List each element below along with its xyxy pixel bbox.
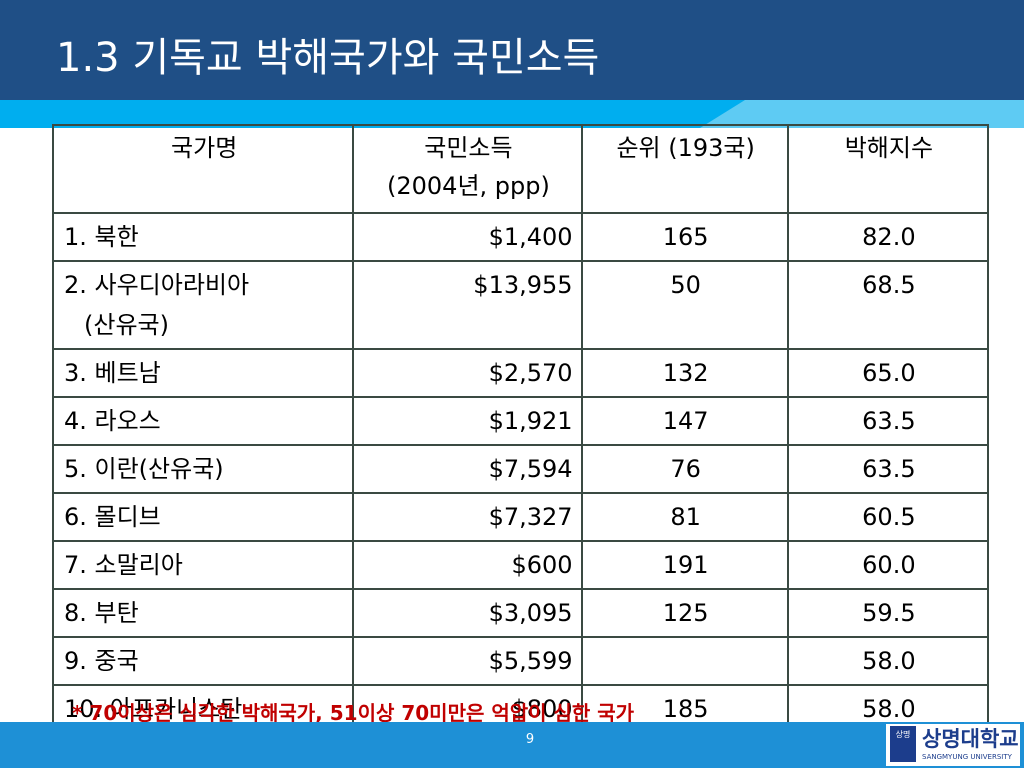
cell-country: 3. 베트남: [51, 348, 355, 398]
logo-subtitle: SANGMYUNG UNIVERSITY: [922, 753, 1012, 761]
table-row: 5. 이란(산유국) $7,594 76 63.5: [51, 444, 990, 494]
slide-title: 1.3 기독교 박해국가와 국민소득: [56, 35, 600, 81]
cell-income: $2,570: [352, 348, 583, 398]
university-logo: 상명 상명대학교 SANGMYUNG UNIVERSITY: [886, 724, 1020, 766]
cell-index: 63.5: [786, 396, 990, 446]
cell-country: 8. 부탄: [51, 588, 355, 638]
cell-income: $7,594: [352, 444, 583, 494]
header-income-line1: 국민소득: [424, 134, 513, 162]
table-row: 6. 몰디브 $7,327 81 60.5: [51, 492, 990, 542]
table-row: 4. 라오스 $1,921 147 63.5: [51, 396, 990, 446]
country-name: 1. 북한: [64, 223, 139, 251]
page-number: 9: [525, 732, 535, 747]
cell-rank: 125: [580, 588, 789, 638]
cell-country: 5. 이란(산유국): [51, 444, 355, 494]
cell-country: 7. 소말리아: [51, 540, 355, 590]
cell-index: 59.5: [786, 588, 990, 638]
table-row: 7. 소말리아 $600 191 60.0: [51, 540, 990, 590]
header-country: 국가명: [51, 124, 355, 214]
title-bar: 1.3 기독교 박해국가와 국민소득: [0, 0, 1024, 128]
country-name: 6. 몰디브: [64, 503, 161, 531]
cell-rank: 147: [580, 396, 789, 446]
title-bar-background: [0, 0, 1024, 128]
logo-emblem-text: 상명: [895, 730, 911, 739]
country-name: 9. 중국: [64, 647, 139, 675]
cell-rank: 76: [580, 444, 789, 494]
persecution-income-table: 국가명 국민소득 (2004년, ppp) 순위 (193국) 박해지수 1. …: [51, 124, 990, 734]
country-name: 7. 소말리아: [64, 551, 183, 579]
table-row: 2. 사우디아라비아 (산유국) $13,955 50 68.5: [51, 260, 990, 350]
table-row: 8. 부탄 $3,095 125 59.5: [51, 588, 990, 638]
cell-index: 58.0: [786, 636, 990, 686]
cell-income: $13,955: [352, 260, 583, 350]
cell-country: 1. 북한: [51, 212, 355, 262]
country-name: 2. 사우디아라비아: [64, 271, 250, 299]
country-name: 4. 라오스: [64, 407, 161, 435]
cell-income: $1,921: [352, 396, 583, 446]
country-name: 3. 베트남: [64, 359, 161, 387]
cell-country: 2. 사우디아라비아 (산유국): [51, 260, 355, 350]
cell-income: $7,327: [352, 492, 583, 542]
cell-country: 4. 라오스: [51, 396, 355, 446]
cell-index: 82.0: [786, 212, 990, 262]
cell-index: 63.5: [786, 444, 990, 494]
logo-name: 상명대학교: [922, 727, 1019, 751]
logo-emblem-icon: 상명: [890, 726, 916, 762]
table-row: 1. 북한 $1,400 165 82.0: [51, 212, 990, 262]
cell-rank: 191: [580, 540, 789, 590]
country-note: (산유국): [84, 311, 169, 339]
cell-index: 65.0: [786, 348, 990, 398]
table-header-row: 국가명 국민소득 (2004년, ppp) 순위 (193국) 박해지수: [51, 124, 990, 214]
header-income-line2: (2004년, ppp): [387, 172, 550, 200]
country-name: 8. 부탄: [64, 599, 139, 627]
cell-index: 68.5: [786, 260, 990, 350]
cell-income: $1,400: [352, 212, 583, 262]
cell-income: $3,095: [352, 588, 583, 638]
header-index: 박해지수: [786, 124, 990, 214]
cell-rank: 165: [580, 212, 789, 262]
header-rank: 순위 (193국): [580, 124, 789, 214]
cell-index: 60.5: [786, 492, 990, 542]
footnote: * 70이상은 심각한 박해국가, 51이상 70미만은 억압이 심한 국가: [72, 701, 635, 725]
footer-bar: 9 상명 상명대학교 SANGMYUNG UNIVERSITY: [0, 722, 1024, 768]
cell-country: 6. 몰디브: [51, 492, 355, 542]
cell-rank: 81: [580, 492, 789, 542]
cell-rank: 132: [580, 348, 789, 398]
table-row: 9. 중국 $5,599 58.0: [51, 636, 990, 686]
header-income: 국민소득 (2004년, ppp): [352, 124, 583, 214]
cell-rank: [580, 636, 789, 686]
country-name: 10. 아프카니스탄: [64, 695, 243, 723]
cell-income: $5,599: [352, 636, 583, 686]
cell-index: 60.0: [786, 540, 990, 590]
cell-country: 9. 중국: [51, 636, 355, 686]
cell-income: $600: [352, 540, 583, 590]
cell-rank: 50: [580, 260, 789, 350]
country-name: 5. 이란(산유국): [64, 455, 224, 483]
table-row: 3. 베트남 $2,570 132 65.0: [51, 348, 990, 398]
